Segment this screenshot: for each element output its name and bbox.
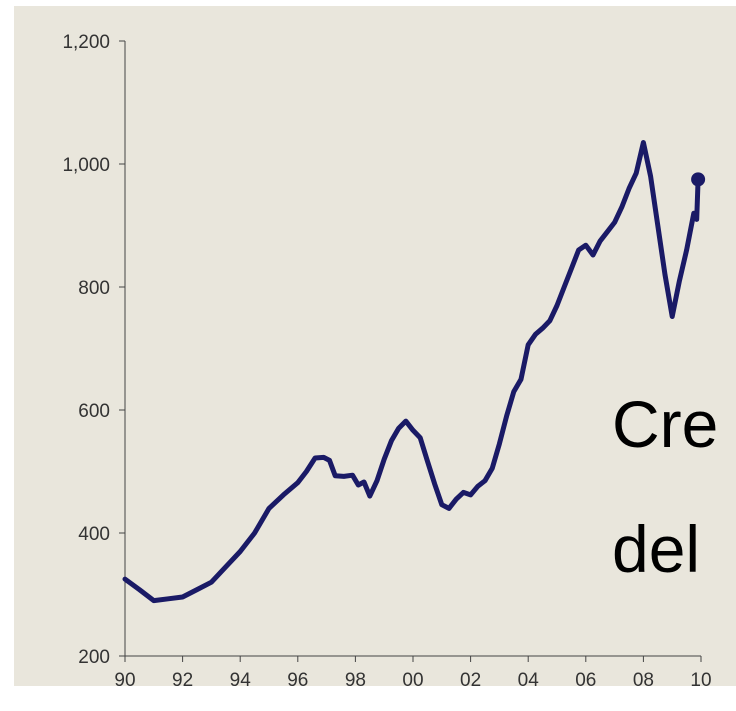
series-end-marker bbox=[691, 172, 706, 187]
overlay-text-line2: del bbox=[612, 512, 700, 586]
x-tick-label: 92 bbox=[172, 670, 193, 691]
series-line bbox=[122, 140, 701, 604]
x-tick-label: 96 bbox=[287, 670, 308, 691]
series-group bbox=[122, 140, 706, 604]
y-tick-label: 1,200 bbox=[62, 32, 110, 53]
x-tick-label: 04 bbox=[518, 670, 540, 691]
y-tick-label: 600 bbox=[78, 401, 110, 422]
y-tick-label: 800 bbox=[78, 278, 110, 299]
x-tick-label: 00 bbox=[402, 670, 423, 691]
x-tick-label: 94 bbox=[230, 670, 252, 691]
x-tick-label: 08 bbox=[633, 670, 654, 691]
y-tick-label: 400 bbox=[78, 524, 110, 545]
x-tick-label: 06 bbox=[575, 670, 596, 691]
plot-background bbox=[14, 6, 736, 686]
x-axis-ticks: 90 92 94 96 98 00 02 04 06 08 10 bbox=[114, 656, 712, 691]
x-tick-label: 98 bbox=[345, 670, 366, 691]
x-tick-label: 02 bbox=[460, 670, 481, 691]
y-tick-label: 1,000 bbox=[62, 155, 110, 176]
y-tick-label: 200 bbox=[78, 647, 110, 668]
overlay-text-line1: Cre bbox=[612, 387, 718, 461]
x-tick-label: 10 bbox=[690, 670, 711, 691]
x-tick-label: 90 bbox=[114, 670, 135, 691]
y-axis-ticks: 200 400 600 800 1,000 1,200 bbox=[62, 32, 125, 668]
